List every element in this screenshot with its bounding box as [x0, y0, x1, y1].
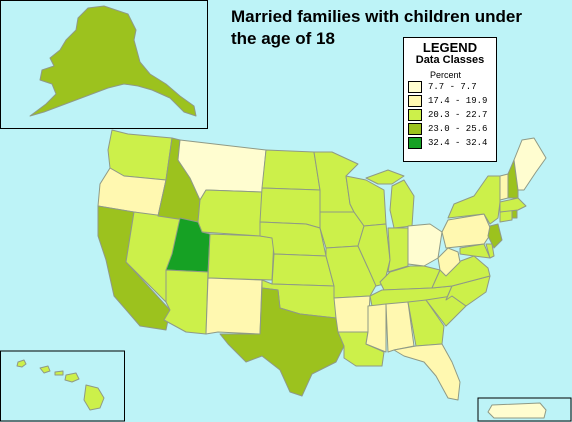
state-maine	[513, 137, 547, 191]
legend-title: LEGEND	[422, 40, 478, 55]
hawaii-inset-frame	[0, 350, 125, 422]
legend-swatch	[408, 123, 422, 135]
legend-unit: Percent	[430, 70, 462, 80]
state-hawaii-big-island	[83, 384, 105, 411]
legend-swatch	[408, 81, 422, 93]
state-hawaii-oahu	[39, 365, 51, 374]
legend-label: 20.3 - 22.7	[428, 110, 488, 120]
puerto-rico	[487, 402, 547, 419]
legend-row: 7.7 - 7.7	[408, 80, 496, 94]
state-hawaii-kauai	[16, 359, 27, 368]
state-illinois	[357, 223, 391, 287]
state-texas	[219, 287, 345, 397]
state-north-dakota	[261, 149, 321, 191]
state-new-hampshire	[507, 159, 519, 199]
state-mississippi	[365, 303, 387, 353]
state-georgia	[407, 299, 445, 347]
map-title: Married families with children under the…	[231, 6, 522, 50]
state-pennsylvania	[441, 213, 493, 249]
legend-row: 23.0 - 25.6	[408, 122, 496, 136]
legend-label: 7.7 - 7.7	[428, 82, 477, 92]
state-indiana	[387, 227, 409, 273]
legend-swatch	[408, 109, 422, 121]
state-hawaii-molokai	[54, 370, 64, 376]
legend-subtitle: Data Classes	[415, 54, 485, 66]
state-delaware	[485, 243, 495, 259]
state-ohio	[407, 223, 443, 267]
puerto-rico-inset-frame	[477, 397, 572, 422]
legend-row: 17.4 - 19.9	[408, 94, 496, 108]
state-new-jersey	[487, 223, 503, 249]
state-michigan	[389, 179, 415, 229]
state-arizona	[163, 269, 209, 335]
legend-label: 32.4 - 32.4	[428, 138, 488, 148]
state-hawaii-maui	[64, 372, 80, 383]
state-new-mexico	[205, 277, 263, 335]
state-kansas	[271, 253, 335, 287]
legend-swatch	[408, 137, 422, 149]
map-title-line-1: Married families with children under	[231, 7, 522, 26]
state-maryland	[459, 243, 491, 259]
map-title-line-2: the age of 18	[231, 29, 335, 48]
legend-label: 23.0 - 25.6	[428, 124, 488, 134]
state-arkansas	[333, 295, 371, 333]
state-alaska	[29, 5, 197, 117]
legend-swatch	[408, 95, 422, 107]
state-wyoming	[197, 189, 263, 237]
state-vermont	[499, 173, 509, 201]
state-rhode-island	[511, 209, 518, 219]
legend-label: 17.4 - 19.9	[428, 96, 488, 106]
alaska-inset-frame	[0, 0, 208, 129]
legend-row: 32.4 - 32.4	[408, 136, 496, 150]
legend-row: 20.3 - 22.7	[408, 108, 496, 122]
state-michigan-upper	[365, 169, 405, 185]
state-colorado	[207, 233, 275, 281]
legend-box: LEGEND Data Classes Percent 7.7 - 7.7 17…	[403, 37, 497, 162]
state-massachusetts	[499, 197, 527, 213]
state-florida	[393, 343, 461, 401]
